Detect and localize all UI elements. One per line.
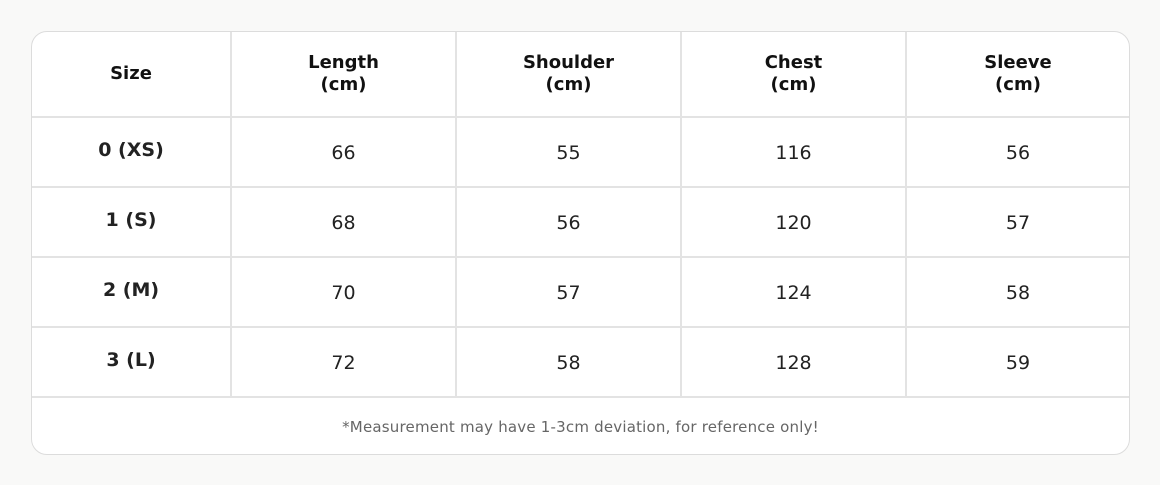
measurement-note: *Measurement may have 1-3cm deviation, f… bbox=[342, 418, 819, 436]
sleeve-cell: 59 bbox=[1005, 352, 1031, 374]
size-cell: 1 (S) bbox=[32, 188, 232, 256]
size-cell: 0 (XS) bbox=[32, 118, 232, 186]
header-sleeve: Sleeve (cm) bbox=[907, 32, 1129, 116]
length-cell: 66 bbox=[232, 118, 457, 186]
sleeve-cell: 58 bbox=[1005, 282, 1031, 304]
table-row: 0 (XS) 66 55 116 56 bbox=[32, 118, 1129, 188]
table-row: 1 (S) 68 56 120 57 bbox=[32, 188, 1129, 258]
table-row: 3 (L) 72 58 128 59 bbox=[32, 328, 1129, 398]
length-cell: 72 bbox=[232, 328, 457, 396]
header-size: Size bbox=[32, 32, 232, 116]
shoulder-cell: 58 bbox=[457, 328, 682, 396]
chest-cell: 120 bbox=[682, 188, 907, 256]
table-header-row: Size Length (cm) Shoulder (cm) Chest (cm… bbox=[32, 32, 1129, 118]
header-shoulder: Shoulder (cm) bbox=[457, 32, 682, 116]
chest-cell: 124 bbox=[682, 258, 907, 326]
table-row: 2 (M) 70 57 124 58 bbox=[32, 258, 1129, 328]
header-chest-label: Chest (cm) bbox=[764, 52, 823, 95]
header-length: Length (cm) bbox=[232, 32, 457, 116]
chest-cell: 116 bbox=[682, 118, 907, 186]
sleeve-cell: 57 bbox=[1005, 212, 1031, 234]
shoulder-cell: 56 bbox=[457, 188, 682, 256]
header-chest: Chest (cm) bbox=[682, 32, 907, 116]
size-cell: 2 (M) bbox=[32, 258, 232, 326]
shoulder-cell: 57 bbox=[457, 258, 682, 326]
header-shoulder-label: Shoulder (cm) bbox=[522, 52, 615, 95]
chest-cell: 128 bbox=[682, 328, 907, 396]
size-chart-card: Size Length (cm) Shoulder (cm) Chest (cm… bbox=[31, 31, 1130, 455]
header-sleeve-label: Sleeve (cm) bbox=[984, 52, 1052, 95]
header-length-label: Length (cm) bbox=[308, 52, 379, 95]
header-size-label: Size bbox=[110, 63, 152, 84]
shoulder-cell: 55 bbox=[457, 118, 682, 186]
length-cell: 68 bbox=[232, 188, 457, 256]
length-cell: 70 bbox=[232, 258, 457, 326]
size-cell: 3 (L) bbox=[32, 328, 232, 396]
sleeve-cell: 56 bbox=[1005, 142, 1031, 164]
